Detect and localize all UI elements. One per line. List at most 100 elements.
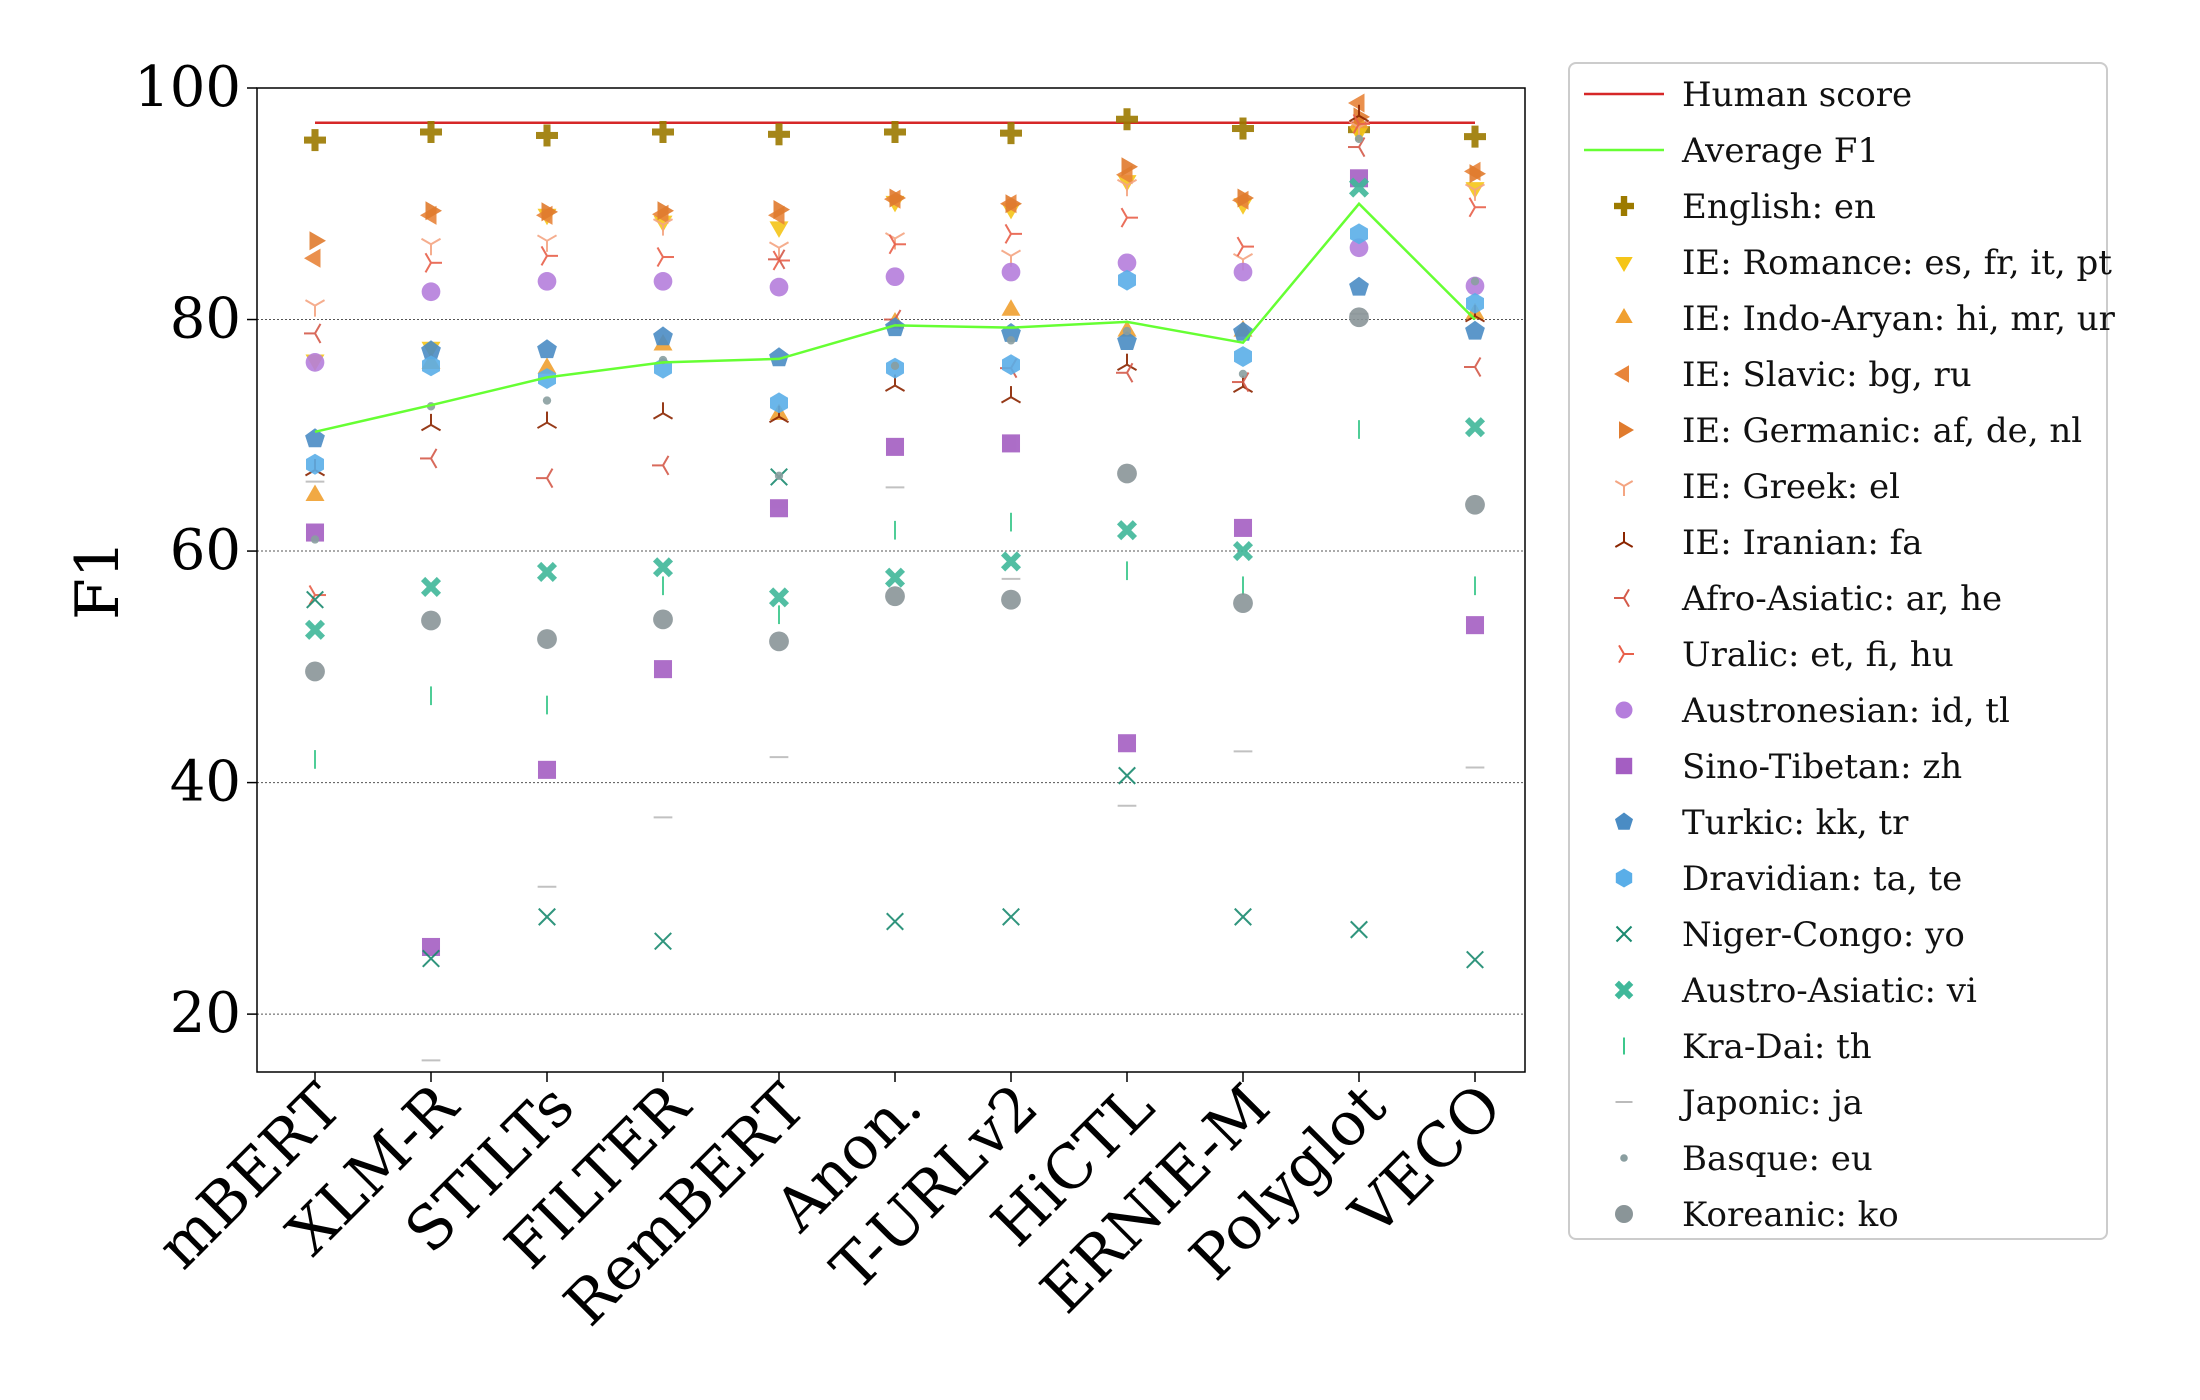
data-point [422, 355, 440, 377]
legend-label: Koreanic: ko [1682, 1195, 1899, 1235]
legend-symbol [1615, 812, 1633, 830]
legend-label: Turkic: kk, tr [1682, 803, 1909, 843]
data-point [420, 120, 442, 143]
legend-marker [1619, 421, 1634, 439]
legend-item: Sino-Tibetan: zh [1570, 741, 2110, 791]
data-point [420, 576, 442, 597]
data-point [1001, 434, 1021, 453]
average-f1-line [314, 201, 1476, 434]
data-point [1237, 188, 1254, 208]
legend-symbol [1619, 421, 1634, 439]
series-11 [305, 238, 1485, 372]
data-point [1116, 108, 1138, 131]
data-point [422, 949, 440, 968]
legend-label: Basque: eu [1682, 1139, 1873, 1179]
legend-item: IE: Romance: es, fr, it, pt [1570, 237, 2112, 287]
legend-item: Niger-Congo: yo [1570, 909, 2110, 959]
legend-symbol [1614, 532, 1634, 548]
data-point [1349, 276, 1369, 296]
data-point [421, 340, 441, 360]
legend-label: IE: Indo-Aryan: hi, mr, ur [1682, 299, 2115, 339]
legend-marker [1615, 1205, 1633, 1223]
data-point [540, 245, 558, 266]
data-point [305, 353, 325, 372]
legend-symbol [1618, 644, 1634, 664]
legend-marker [1614, 365, 1629, 383]
legend-label: IE: Slavic: bg, ru [1682, 355, 1972, 395]
data-point [304, 619, 326, 640]
data-point [1116, 178, 1138, 197]
legend-item: Uralic: et, fi, hu [1570, 629, 2110, 679]
data-point [421, 937, 441, 956]
data-point [1117, 331, 1137, 350]
data-point [1116, 353, 1138, 372]
legend-marker [1615, 757, 1633, 775]
data-point [774, 471, 784, 480]
data-point [1122, 326, 1132, 336]
legend-marker [1615, 925, 1633, 943]
data-point [769, 631, 789, 652]
data-point [890, 361, 900, 371]
legend-item: Average F1 [1570, 125, 2110, 175]
legend-label: IE: Germanic: af, de, nl [1682, 411, 2083, 451]
legend-marker [1615, 812, 1633, 830]
data-point [1238, 369, 1248, 379]
data-point [538, 907, 556, 926]
legend-label: Average F1 [1682, 131, 1879, 171]
data-point [1232, 372, 1250, 393]
data-point [1466, 950, 1484, 969]
data-point [1004, 223, 1022, 244]
legend-symbol [1615, 757, 1633, 775]
data-point [652, 402, 674, 420]
data-point [768, 123, 790, 146]
data-point [1464, 417, 1486, 438]
legend-symbol [1615, 701, 1633, 719]
data-point [653, 660, 673, 679]
data-point [652, 218, 674, 236]
legend-item: IE: Greek: el [1570, 461, 2110, 511]
data-point [1000, 551, 1022, 572]
data-point [309, 231, 326, 251]
data-point [1233, 321, 1253, 341]
data-point [421, 610, 441, 631]
data-point [653, 271, 673, 291]
data-point [654, 932, 672, 951]
legend-marker [1620, 1154, 1628, 1162]
data-point [884, 120, 906, 143]
series-10 [308, 113, 1486, 606]
data-point [304, 323, 322, 344]
data-point [886, 912, 904, 931]
data-point [652, 455, 670, 476]
legend-marker [1584, 92, 1664, 96]
data-point [773, 200, 790, 220]
data-point [1005, 194, 1022, 214]
data-point [1234, 907, 1252, 926]
data-point [1232, 541, 1254, 562]
data-point [537, 760, 557, 779]
series-15 [306, 468, 1484, 969]
legend-symbol [1614, 480, 1634, 496]
data-point [888, 234, 906, 255]
data-point [1116, 362, 1134, 383]
data-point [1350, 920, 1368, 939]
legend: Human score Average F1 English: en IE: Roma… [1568, 62, 2115, 1240]
data-point [1117, 253, 1137, 273]
data-point [1464, 356, 1482, 378]
plot-frame [256, 87, 1526, 1073]
data-point [769, 221, 789, 238]
data-point [656, 246, 674, 268]
data-point [652, 120, 674, 143]
data-point [1465, 320, 1485, 340]
series-16 [304, 177, 1486, 640]
data-point [542, 396, 552, 405]
data-point [1469, 164, 1486, 184]
data-point [770, 392, 788, 414]
legend-symbol [1615, 257, 1633, 272]
legend-symbol [1614, 196, 1634, 216]
legend-symbol [1615, 868, 1633, 888]
data-point [1236, 236, 1254, 257]
data-point [304, 129, 326, 152]
data-point [884, 567, 906, 588]
data-point [1117, 463, 1137, 484]
